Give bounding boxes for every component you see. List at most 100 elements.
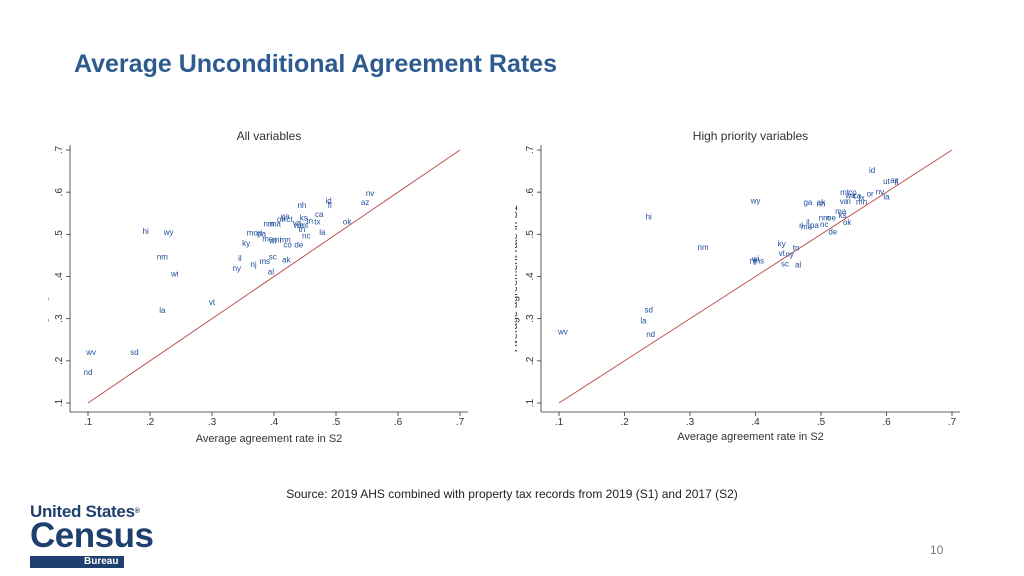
- data-point-label-nj: nj: [250, 260, 256, 269]
- y-axis-label: Average agreement rate in S1: [515, 205, 520, 352]
- data-point-label-tx: tx: [858, 194, 864, 203]
- data-point-label-ca: ca: [315, 210, 324, 219]
- y-tick-label: .3: [525, 314, 536, 323]
- y-tick-label: .4: [525, 272, 536, 281]
- data-point-label-ct: ct: [286, 215, 293, 224]
- x-axis-label: Average agreement rate in S2: [677, 431, 824, 443]
- data-point-label-ma: ma: [270, 220, 282, 229]
- y-tick-label: .1: [54, 398, 65, 407]
- x-tick-label: .5: [332, 417, 341, 428]
- y-tick-label: .6: [525, 188, 536, 197]
- scatter-chart-all-variables: All variables .1 .2 .3 .4 .5 .6 .7 .1 .2 .3 .4 .5 .6.…: [48, 129, 468, 445]
- data-point-label-tn: tn: [299, 225, 306, 234]
- census-bureau-logo: United States® Census Bureau: [30, 502, 160, 568]
- reference-line: [558, 149, 953, 404]
- y-tick-label: .6: [54, 188, 65, 197]
- chart-title: High priority variables: [693, 129, 808, 143]
- data-point-label-fl: fl: [894, 178, 898, 187]
- data-point-label-nj: nj: [750, 256, 756, 265]
- data-point-label-oh: oh: [277, 215, 286, 224]
- y-tick-label: .7: [54, 145, 65, 154]
- data-point-label-sd: sd: [645, 305, 653, 314]
- data-point-label-ok: ok: [843, 218, 852, 227]
- data-point-label-wv: wv: [557, 327, 568, 336]
- x-tick-label: .1: [555, 417, 564, 428]
- data-point-label-or: or: [867, 189, 874, 198]
- x-tick-label: .7: [456, 417, 465, 428]
- data-point-label-va: va: [840, 197, 849, 206]
- data-point-label-ks: ks: [839, 211, 847, 220]
- x-tick-label: .1: [84, 417, 93, 428]
- logo-line-3: Bureau: [30, 556, 125, 568]
- data-point-label-nm: nm: [263, 220, 274, 229]
- data-point-label-ri: ri: [258, 229, 263, 238]
- data-point-label-nm: nm: [698, 243, 709, 252]
- data-point-label-nc: nc: [302, 232, 310, 241]
- data-point-label-va: va: [293, 218, 302, 227]
- data-point-label-il: il: [806, 218, 810, 227]
- data-point-label-id: id: [869, 166, 875, 175]
- data-point-label-az: az: [361, 198, 369, 207]
- data-point-label-hi: hi: [143, 227, 149, 236]
- y-tick-label: .2: [54, 356, 65, 365]
- data-point-label-sc: sc: [781, 259, 789, 268]
- data-point-label-id: id: [325, 197, 331, 206]
- y-axis-label: Average agreement rate in S1: [48, 205, 49, 352]
- data-point-label-vt: vt: [209, 298, 216, 307]
- data-point-label-la: la: [159, 306, 166, 315]
- data-point-label-nd: nd: [84, 368, 93, 377]
- data-point-label-co: co: [283, 240, 292, 249]
- data-point-label-pa: pa: [810, 221, 819, 230]
- y-tick-label: .5: [525, 230, 536, 239]
- data-point-label-mo: mo: [247, 229, 259, 238]
- logo-line-1: United States®: [30, 502, 140, 521]
- data-point-label-wi: wi: [268, 237, 277, 246]
- slide-title: Average Unconditional Agreement Rates: [74, 50, 557, 78]
- data-point-label-az: az: [890, 176, 898, 185]
- data-point-label-nv: nv: [876, 187, 884, 196]
- data-point-label-ak: ak: [282, 256, 291, 265]
- data-point-label-wy: wy: [750, 197, 761, 206]
- y-tick-label: .1: [525, 398, 536, 407]
- data-point-label-de: de: [294, 240, 303, 249]
- data-point-label-la: la: [883, 192, 890, 201]
- data-point-label-wv: wv: [85, 348, 96, 357]
- x-tick-label: .7: [948, 417, 957, 428]
- data-point-label-ky: ky: [778, 240, 786, 249]
- data-point-label-la: la: [319, 228, 326, 237]
- data-point-label-ms: ms: [753, 256, 764, 265]
- data-point-label-ky: ky: [242, 239, 250, 248]
- data-point-label-ut: ut: [883, 177, 890, 186]
- data-point-label-ks: ks: [300, 213, 308, 222]
- data-point-label-wi: wi: [170, 270, 179, 279]
- data-point-label-de: de: [828, 227, 837, 236]
- y-tick-label: .3: [54, 314, 65, 323]
- x-tick-label: .3: [208, 417, 217, 428]
- x-axis-label: Average agreement rate in S2: [196, 433, 343, 445]
- data-point-label-ms: ms: [259, 257, 270, 266]
- data-point-label-ri: ri: [846, 197, 851, 206]
- data-point-label-wi: wi: [751, 255, 760, 264]
- data-point-label-mt: mt: [299, 221, 309, 230]
- data-point-label-hi: hi: [646, 213, 652, 222]
- data-point-label-pa: pa: [257, 229, 266, 238]
- data-point-label-ga: ga: [281, 212, 290, 221]
- data-point-label-nc: nc: [820, 220, 828, 229]
- data-point-label-ga: ga: [803, 198, 812, 207]
- data-point-label-sc: sc: [269, 253, 277, 262]
- data-point-label-in: in: [307, 216, 313, 225]
- data-point-label-nv: nv: [366, 189, 374, 198]
- data-point-label-tx: tx: [314, 218, 320, 227]
- data-point-label-vt: vt: [779, 249, 786, 258]
- data-point-label-mt: mt: [840, 188, 850, 197]
- chart-title: All variables: [237, 129, 302, 143]
- y-tick-label: .2: [525, 356, 536, 365]
- data-point-label-tn: tn: [793, 243, 800, 252]
- data-point-label-sd: sd: [130, 348, 138, 357]
- y-tick-label: .7: [525, 145, 536, 154]
- x-tick-label: .2: [146, 417, 155, 428]
- data-point-label-il: il: [238, 254, 242, 263]
- data-point-label-ny: ny: [785, 250, 793, 259]
- x-tick-label: .5: [817, 417, 826, 428]
- data-point-label-ok: ok: [343, 218, 352, 227]
